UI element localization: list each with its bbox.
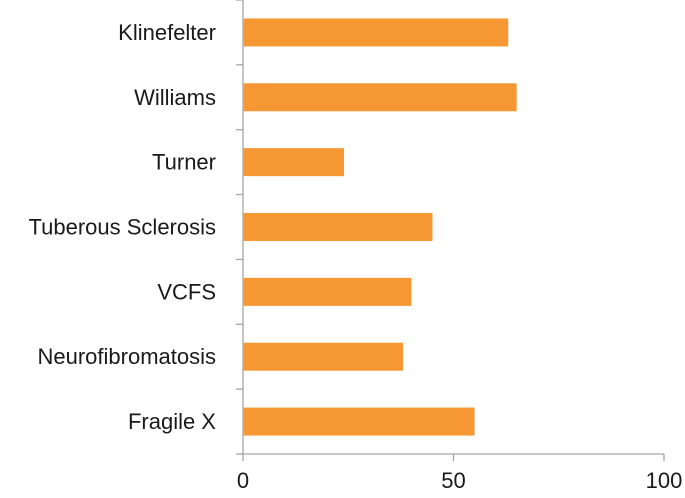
- category-label: Neurofibromatosis: [37, 344, 216, 369]
- plot-area: Klinefelter Williams Turner Tuberous Sclero…: [29, 0, 682, 493]
- x-tick-label: 50: [441, 468, 465, 493]
- bar: [243, 148, 345, 177]
- bar: [243, 407, 475, 436]
- bar: [243, 277, 412, 306]
- category-label: VCFS: [157, 279, 216, 304]
- category-label: Williams: [134, 85, 216, 110]
- category-label: Fragile X: [128, 409, 216, 434]
- x-tick-label: 100: [646, 468, 683, 493]
- category-label-group: Klinefelter Williams Turner Tuberous Sclero…: [29, 20, 217, 434]
- category-label: Tuberous Sclerosis: [29, 215, 216, 240]
- category-label: Turner: [152, 150, 216, 175]
- bar: [243, 18, 509, 47]
- bar-group: [243, 18, 517, 436]
- category-label: Klinefelter: [118, 20, 216, 45]
- bar: [243, 213, 433, 241]
- bar: [243, 83, 517, 112]
- x-tick-label-group: 0 50 100: [237, 468, 682, 493]
- x-tick-label: 0: [237, 468, 249, 493]
- category-tick-group: [236, 0, 243, 455]
- bar: [243, 342, 403, 371]
- x-tick-group: [242, 454, 665, 461]
